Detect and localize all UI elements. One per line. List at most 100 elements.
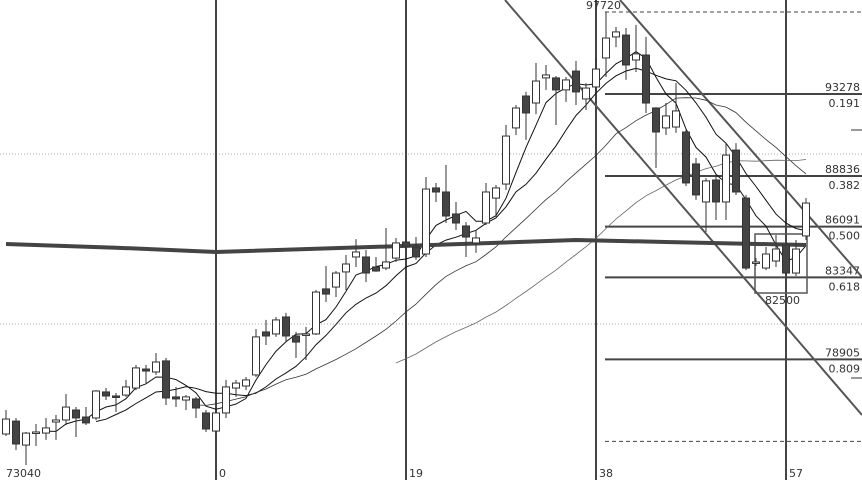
candle-body [602,37,610,59]
fib-price-label: 86091 [825,214,860,227]
candle [442,165,450,224]
candle [722,143,730,221]
candle-body [482,191,490,224]
candle-body [62,406,70,421]
candle [632,24,640,72]
candle-body [672,110,680,128]
candle [612,26,620,48]
candle [742,194,750,271]
candle-body [532,80,540,104]
ma10-line [95,67,807,422]
candle [222,379,230,418]
candle [562,76,570,102]
candle [82,407,90,425]
candle-body [412,246,420,258]
trend-channel [504,0,862,416]
candle-body [612,31,620,38]
candle-body [212,412,220,432]
channel-upper-line[interactable] [619,0,862,278]
candle-body [272,319,280,335]
candle [42,417,50,440]
candle-body [652,107,660,133]
candle-body [342,263,350,273]
candle-body [782,244,790,274]
candle [672,83,680,133]
candle [642,36,650,113]
candle-body [322,288,330,295]
candle-body [522,95,530,114]
candle [492,184,500,217]
candle-body [362,256,370,274]
candle-body [502,135,510,185]
candle-body [12,420,20,445]
candle [412,237,420,260]
candle [332,270,340,298]
candle-body [422,188,430,255]
candle [302,326,310,360]
x-tick-label: 0 [219,467,226,480]
candle [682,129,690,187]
candle [622,28,630,80]
x-tick-label: 38 [599,467,613,480]
fib-ratio-label: 0.191 [829,97,861,110]
candle-body [452,213,460,224]
channel-lower-line[interactable] [504,0,862,416]
fib-price-label: 93278 [825,81,860,94]
candle-body [472,237,480,244]
candle [272,316,280,337]
candle [542,64,550,90]
candle [92,390,100,420]
candle [102,388,110,401]
candle-body [622,34,630,66]
candle [182,395,190,411]
candle [392,237,400,262]
candle-body [432,187,440,193]
candle [582,83,590,111]
candle-body [492,187,500,199]
candle-body [72,409,80,419]
candle-body [102,391,110,397]
candle-body [252,336,260,376]
x-tick-label: 19 [409,467,423,480]
candle [142,364,150,384]
candle [532,62,540,115]
candle [512,105,520,135]
x-tick-label: 73040 [6,467,41,480]
candle [112,393,120,413]
candle-body [372,266,380,272]
candle [462,222,470,257]
candle-body [802,202,810,237]
candle [572,60,580,106]
candle [2,410,10,437]
candle [242,376,250,391]
fib-ratio-label: 0.382 [829,179,861,192]
candle [352,239,360,267]
candle-body [792,248,800,274]
candle-body [202,412,210,430]
candle [252,328,260,377]
candle-body [162,360,170,399]
candle [32,424,40,447]
candle-body [112,395,120,398]
candle [602,12,610,77]
fib-price-label: 78905 [825,346,860,359]
candle-body [382,261,390,269]
candle [662,103,670,135]
candle [782,242,790,276]
candle [712,175,720,221]
candle [802,198,810,240]
candle [342,254,350,291]
candle-body [562,79,570,91]
candle-body [732,149,740,193]
candle-body [32,431,40,434]
candle-body [632,53,640,61]
high-price-label: 97720 [586,0,621,12]
candle [652,107,660,168]
candle [152,352,160,375]
labels: 97720 82500 [586,0,800,307]
fib-price-label: 83347 [825,264,860,277]
vertical-period-lines [215,0,787,480]
candle-body [182,396,190,401]
candle [362,249,370,283]
